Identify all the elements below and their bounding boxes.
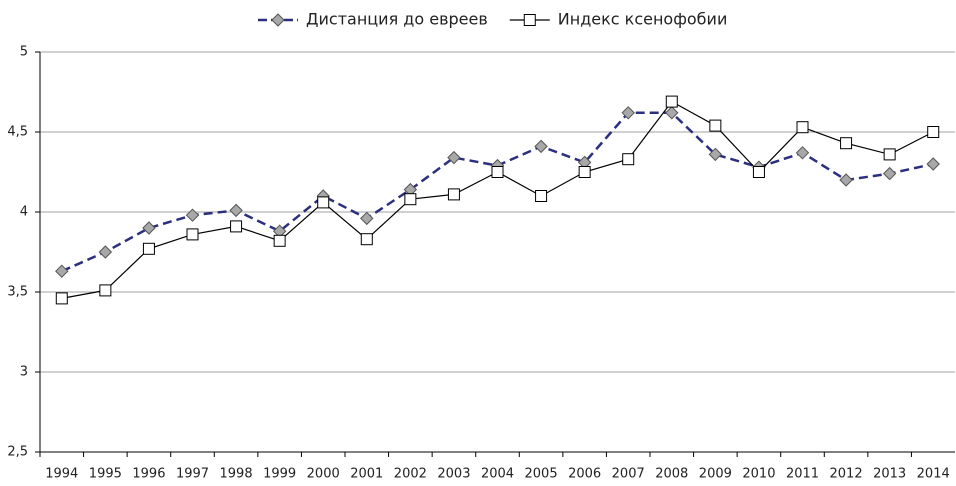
marker [795, 146, 810, 160]
marker [447, 188, 460, 201]
x-tick-label: 2001 [350, 467, 383, 482]
marker [535, 190, 548, 202]
marker [98, 245, 113, 259]
x-tick-label: 2012 [830, 467, 863, 482]
y-tick-label: 5 [20, 45, 28, 60]
marker [142, 221, 156, 235]
marker [840, 137, 853, 150]
marker [621, 106, 635, 120]
marker [523, 14, 536, 26]
x-tick-label: 2002 [394, 467, 427, 482]
x-tick-label: 1996 [132, 467, 165, 482]
legend-label: Дистанция до евреев [306, 10, 488, 29]
x-tick-label: 2004 [481, 467, 514, 482]
marker [230, 220, 243, 233]
x-tick-label: 2007 [612, 467, 645, 482]
marker [882, 166, 897, 181]
x-tick-label: 2008 [655, 467, 688, 482]
marker [926, 157, 940, 171]
x-tick-label: 1999 [263, 467, 296, 482]
x-tick-label: 1995 [89, 467, 122, 482]
x-tick-label: 2014 [917, 467, 950, 482]
marker [360, 211, 374, 226]
y-tick-label: 3 [20, 365, 28, 380]
marker [185, 208, 200, 222]
marker [622, 153, 635, 166]
marker [796, 121, 809, 134]
marker [447, 150, 461, 165]
x-tick-label: 2010 [742, 467, 775, 482]
marker [752, 166, 765, 178]
marker [708, 147, 723, 162]
series-line [61, 111, 934, 273]
marker [317, 196, 330, 209]
marker [709, 119, 722, 132]
x-tick-label: 2013 [873, 467, 906, 482]
y-tick-label: 2,5 [7, 445, 28, 460]
marker [273, 234, 286, 247]
x-tick-label: 2011 [786, 467, 819, 482]
marker [271, 13, 285, 27]
x-tick-label: 1998 [220, 467, 253, 482]
marker [404, 193, 417, 206]
marker [534, 139, 548, 154]
marker [578, 166, 591, 178]
marker [491, 166, 504, 178]
x-tick-label: 2000 [307, 467, 340, 482]
marker [186, 228, 199, 241]
marker [839, 173, 853, 187]
legend-label: Индекс ксенофобии [558, 10, 728, 29]
marker [665, 95, 678, 108]
marker [99, 284, 112, 297]
x-tick-label: 2003 [437, 467, 470, 482]
marker [665, 106, 679, 120]
y-tick-label: 4,5 [7, 125, 28, 140]
marker [55, 292, 68, 305]
x-tick-label: 1997 [176, 467, 209, 482]
y-tick-label: 4 [20, 205, 28, 220]
x-tick-label: 2009 [699, 467, 732, 482]
marker [55, 264, 69, 278]
x-tick-label: 1994 [45, 467, 78, 482]
x-tick-label: 2006 [568, 467, 601, 482]
marker [927, 126, 940, 138]
x-tick-label: 2005 [525, 467, 558, 482]
marker [142, 242, 155, 255]
marker [883, 148, 896, 161]
marker [360, 233, 373, 246]
marker [229, 203, 243, 218]
y-tick-label: 3,5 [7, 285, 28, 300]
